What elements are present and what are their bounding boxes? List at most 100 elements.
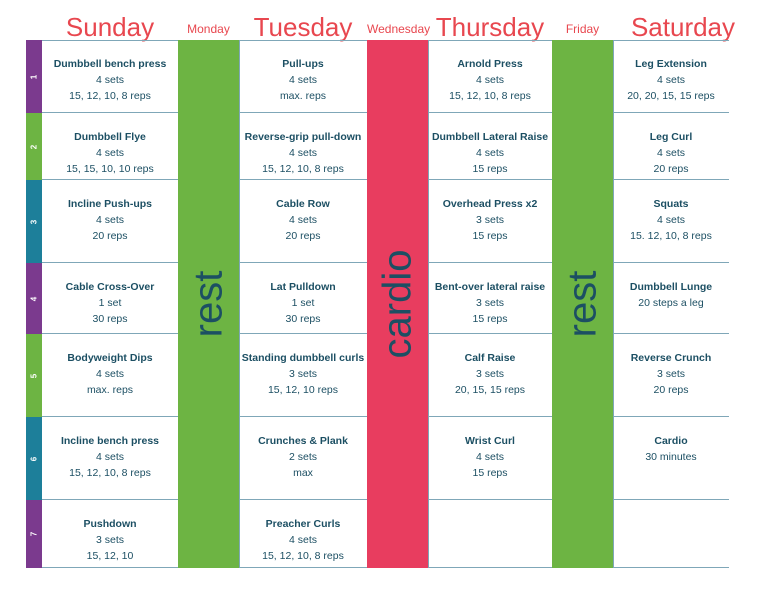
- saturday-exercise-cell: Cardio 30 minutes: [613, 417, 729, 500]
- exercise-name: Pull-ups: [282, 58, 324, 70]
- divider-thursday-left: [428, 40, 429, 568]
- header-friday: Friday: [565, 22, 600, 36]
- exercise-reps: 15, 12, 10, 8 reps: [262, 550, 344, 562]
- saturday-exercise-cell: Squats 4 sets 15. 12, 10, 8 reps: [613, 180, 729, 263]
- tuesday-exercise-cell: Reverse-grip pull-down 4 sets 15, 12, 10, …: [239, 113, 367, 180]
- exercise-reps: 15. 12, 10, 8 reps: [630, 230, 712, 242]
- exercise-sets: 3 sets: [475, 297, 504, 309]
- exercise-reps: max. reps: [86, 384, 134, 396]
- exercise-sets: 4 sets: [656, 74, 685, 86]
- row-index-label: 7: [29, 531, 39, 537]
- exercise-reps: 30 reps: [92, 313, 128, 325]
- row-index-3: 3: [26, 180, 42, 263]
- row-index-1: 1: [26, 40, 42, 113]
- tuesday-exercise-cell: Lat Pulldown 1 set 30 reps: [239, 263, 367, 334]
- divider-saturday-left: [613, 40, 614, 568]
- exercise-name: Cable Cross-Over: [65, 281, 155, 293]
- band-wednesday-cardio: cardio: [367, 40, 428, 568]
- exercise-name: Reverse-grip pull-down: [244, 131, 362, 143]
- exercise-reps: 15 reps: [472, 163, 508, 175]
- exercise-name: Arnold Press: [457, 58, 523, 70]
- exercise-name: Crunches & Plank: [258, 435, 348, 447]
- exercise-sets: 4 sets: [288, 147, 317, 159]
- exercise-sets: 4 sets: [475, 147, 504, 159]
- exercise-reps: 15, 12, 10 reps: [267, 384, 339, 396]
- row-index-6: 6: [26, 417, 42, 500]
- band-monday-rest: rest: [178, 40, 239, 568]
- tuesday-exercise-cell: Standing dumbbell curls 3 sets 15, 12, 10 …: [239, 334, 367, 417]
- tuesday-exercise-cell: Preacher Curls 4 sets 15, 12, 10, 8 reps: [239, 500, 367, 568]
- exercise-name: Reverse Crunch: [630, 352, 712, 364]
- exercise-sets: 4 sets: [656, 147, 685, 159]
- exercise-sets: 4 sets: [95, 368, 124, 380]
- exercise-sets: 1 set: [291, 297, 315, 309]
- exercise-reps: 15 reps: [472, 313, 508, 325]
- saturday-exercise-cell: Reverse Crunch 3 sets 20 reps: [613, 334, 729, 417]
- band-friday-rest: rest: [552, 40, 613, 568]
- saturday-exercise-cell: Leg Extension 4 sets 20, 20, 15, 15 reps: [613, 40, 729, 113]
- thursday-exercise-cell: Calf Raise 3 sets 20, 15, 15 reps: [428, 334, 552, 417]
- exercise-name: Lat Pulldown: [270, 281, 336, 293]
- exercise-name: Wrist Curl: [465, 435, 515, 447]
- sunday-exercise-cell: Pushdown 3 sets 15, 12, 10: [42, 500, 178, 568]
- thursday-exercise-cell: Dumbbell Lateral Raise 4 sets 15 reps: [428, 113, 552, 180]
- exercise-name: Pushdown: [83, 518, 137, 530]
- exercise-sets: 4 sets: [475, 74, 504, 86]
- exercise-name: Cable Row: [276, 198, 330, 210]
- sunday-exercise-cell: Dumbbell Flye 4 sets 15, 15, 10, 10 reps: [42, 113, 178, 180]
- exercise-sets: 3 sets: [288, 368, 317, 380]
- thursday-exercise-cell: Bent-over lateral raise 3 sets 15 reps: [428, 263, 552, 334]
- row-index-label: 3: [29, 219, 39, 224]
- sunday-exercise-cell: Dumbbell bench press 4 sets 15, 12, 10, 8 …: [42, 40, 178, 113]
- exercise-name: Bodyweight Dips: [67, 352, 153, 364]
- exercise-name: Leg Curl: [649, 131, 693, 143]
- exercise-name: Dumbbell Lunge: [629, 281, 713, 293]
- exercise-sets: 4 sets: [95, 214, 124, 226]
- exercise-reps: 15 reps: [472, 467, 508, 479]
- thursday-exercise-cell: Arnold Press 4 sets 15, 12, 10, 8 reps: [428, 40, 552, 113]
- exercise-reps: max. reps: [279, 90, 327, 102]
- header-monday: Monday: [187, 22, 230, 36]
- exercise-reps: 15, 12, 10, 8 reps: [262, 163, 344, 175]
- row-index-5: 5: [26, 334, 42, 417]
- thursday-exercise-cell: [428, 500, 552, 568]
- exercise-reps: 20, 15, 15 reps: [454, 384, 526, 396]
- header-wednesday: Wednesday: [367, 22, 431, 36]
- exercise-reps: 15, 12, 10, 8 reps: [449, 90, 531, 102]
- exercise-sets: 3 sets: [656, 368, 685, 380]
- header-sunday: Sunday: [65, 12, 155, 42]
- row-index-label: 1: [29, 74, 39, 79]
- exercise-name: Overhead Press x2: [442, 198, 538, 210]
- exercise-sets: 3 sets: [475, 368, 504, 380]
- exercise-reps: max: [293, 467, 313, 479]
- exercise-sets: 30 minutes: [645, 451, 697, 463]
- row-index-label: 5: [29, 373, 39, 378]
- exercise-sets: 4 sets: [288, 534, 317, 546]
- band-friday-label: rest: [560, 270, 604, 338]
- sunday-exercise-cell: Bodyweight Dips 4 sets max. reps: [42, 334, 178, 417]
- exercise-sets: 4 sets: [95, 74, 124, 86]
- exercise-reps: 15, 12, 10, 8 reps: [69, 467, 151, 479]
- top-border-saturday: [613, 40, 729, 41]
- exercise-name: Squats: [653, 198, 689, 210]
- sunday-exercise-cell: Incline bench press 4 sets 15, 12, 10, 8 r…: [42, 417, 178, 500]
- header-saturday: Saturday: [630, 12, 736, 42]
- row-index-label: 6: [29, 456, 39, 461]
- exercise-sets: 3 sets: [95, 534, 124, 546]
- exercise-sets: 2 sets: [288, 451, 317, 463]
- band-wednesday-label: cardio: [375, 249, 419, 359]
- tuesday-exercise-cell: Cable Row 4 sets 20 reps: [239, 180, 367, 263]
- thursday-exercise-cell: Overhead Press x2 3 sets 15 reps: [428, 180, 552, 263]
- exercise-sets: 4 sets: [288, 214, 317, 226]
- exercise-name: Bent-over lateral raise: [434, 281, 546, 293]
- top-border-thursday: [428, 40, 552, 41]
- exercise-reps: 20, 20, 15, 15 reps: [627, 90, 715, 102]
- row-index-2: 2: [26, 113, 42, 180]
- header-thursday: Thursday: [435, 12, 545, 42]
- exercise-name: Standing dumbbell curls: [241, 352, 365, 364]
- exercise-reps: 15, 12, 10, 8 reps: [69, 90, 151, 102]
- exercise-name: Incline Push-ups: [67, 198, 152, 210]
- exercise-sets: 4 sets: [288, 74, 317, 86]
- top-border-tuesday: [239, 40, 367, 41]
- exercise-reps: 20 reps: [653, 384, 689, 396]
